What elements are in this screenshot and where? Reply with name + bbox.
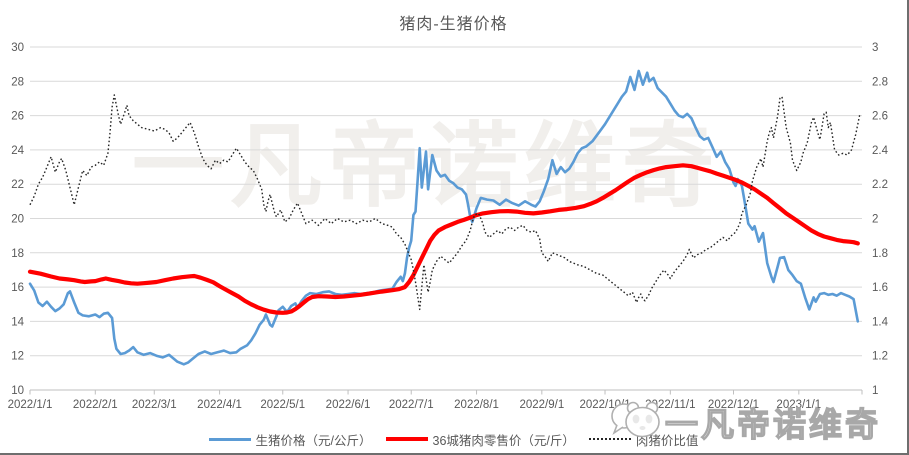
y-axis-right-tick-label: 1.8 xyxy=(872,248,888,260)
y-axis-left-tick-label: 22 xyxy=(11,179,24,191)
y-axis-left-tick-label: 14 xyxy=(11,316,24,328)
x-axis-tick-label: 2022/2/1 xyxy=(73,399,118,411)
legend-line-sample-dotted xyxy=(588,438,631,440)
y-axis-left-tick-label: 30 xyxy=(11,42,24,54)
legend-item-pig-price: 生猪价格（元/公斤） xyxy=(208,430,372,449)
y-axis-left-tick-label: 26 xyxy=(11,111,24,123)
y-axis-left-tick-label: 12 xyxy=(11,351,24,363)
legend: 生猪价格（元/公斤） 36城猪肉零售价（元/斤） 肉猪价比值 xyxy=(0,429,907,449)
y-axis-right-tick-label: 1.4 xyxy=(872,316,889,328)
legend-line-sample-blue xyxy=(208,437,251,441)
x-axis-tick-label: 2022/4/1 xyxy=(197,399,242,411)
y-axis-left-tick-label: 10 xyxy=(11,385,24,397)
series-line-0 xyxy=(28,69,860,366)
legend-label-pork-retail: 36城猪肉零售价（元/斤） xyxy=(432,433,575,448)
y-axis-right-tick-label: 2.4 xyxy=(872,145,889,157)
series-line-1 xyxy=(27,163,860,315)
legend-item-ratio: 肉猪价比值 xyxy=(588,430,699,449)
y-axis-right-tick-label: 2.2 xyxy=(872,179,888,191)
x-axis-tick-label: 2022/12/1 xyxy=(708,399,759,411)
series-line-2 xyxy=(29,94,861,311)
x-axis-tick-label: 2022/7/1 xyxy=(389,399,434,411)
x-axis-tick-label: 2022/5/1 xyxy=(260,399,305,411)
y-axis-right-tick-label: 1.6 xyxy=(872,282,888,294)
legend-label-ratio: 肉猪价比值 xyxy=(635,433,699,448)
x-axis-tick-label: 2023/1/1 xyxy=(776,399,821,411)
y-axis-right-tick-label: 1 xyxy=(872,385,878,397)
x-axis-tick-label: 2022/10/1 xyxy=(579,399,630,411)
x-axis-tick-label: 2022/9/1 xyxy=(519,399,564,411)
y-axis-left-tick-label: 16 xyxy=(11,282,24,294)
y-axis-left-tick-label: 20 xyxy=(11,214,24,226)
y-axis-right-tick-label: 2.8 xyxy=(872,76,888,88)
y-axis-left-tick-label: 18 xyxy=(11,248,24,260)
legend-label-pig-price: 生猪价格（元/公斤） xyxy=(255,433,372,448)
x-axis-tick-label: 2022/6/1 xyxy=(326,399,371,411)
x-axis-tick-label: 2022/11/1 xyxy=(645,399,695,411)
y-axis-right-tick-label: 2.6 xyxy=(872,111,888,123)
legend-item-pork-retail: 36城猪肉零售价（元/斤） xyxy=(385,430,575,449)
y-axis-right-tick-label: 1.2 xyxy=(872,351,888,363)
chart-title: 猪肉-生猪价格 xyxy=(399,16,508,33)
x-axis-tick-label: 2022/8/1 xyxy=(454,399,499,411)
y-axis-right-tick-label: 2 xyxy=(872,214,878,226)
y-axis-right-tick-label: 3 xyxy=(872,42,878,54)
y-axis-left-tick-label: 24 xyxy=(11,145,24,157)
legend-line-sample-red xyxy=(385,437,428,441)
x-axis-tick-label: 2022/1/1 xyxy=(8,399,53,411)
y-axis-left-tick-label: 28 xyxy=(11,76,24,88)
x-axis-tick-label: 2022/3/1 xyxy=(132,399,177,411)
